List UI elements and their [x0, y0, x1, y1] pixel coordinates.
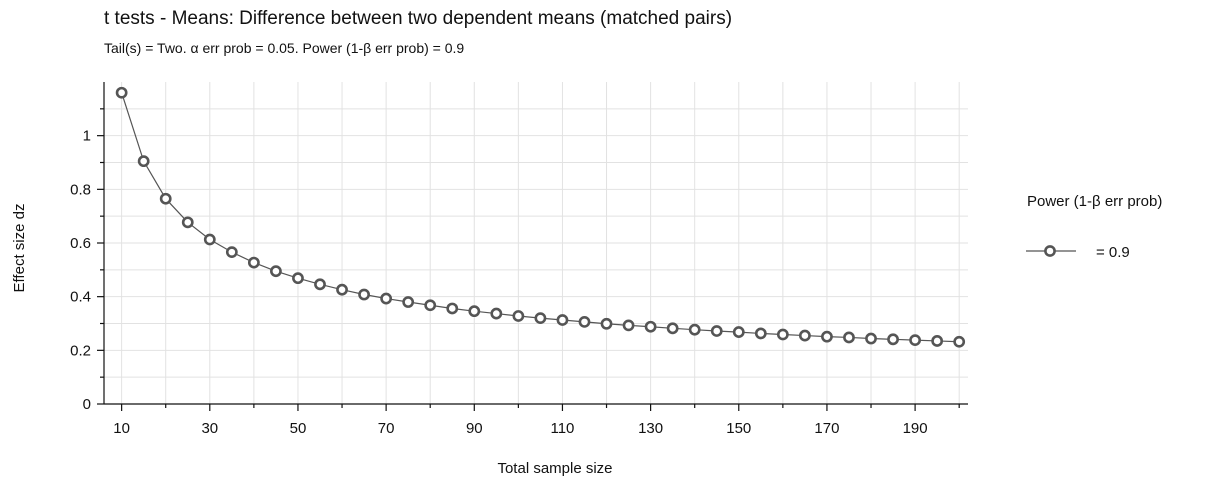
data-point — [424, 299, 437, 312]
y-tick-label: 1 — [83, 128, 91, 145]
chart-title: t tests - Means: Difference between two … — [104, 8, 732, 29]
x-tick-label: 70 — [378, 420, 395, 437]
data-point — [115, 86, 128, 99]
data-point — [953, 335, 966, 348]
y-tick-label: 0.2 — [70, 342, 91, 359]
data-point — [314, 278, 326, 291]
data-point — [578, 315, 591, 328]
data-point — [644, 320, 657, 333]
series-line — [121, 92, 960, 343]
data-point — [710, 325, 723, 337]
data-point — [292, 272, 304, 285]
x-tick-label: 110 — [550, 420, 574, 437]
data-point — [270, 265, 282, 278]
y-tick-label: 0.4 — [70, 289, 91, 306]
y-tick-label: 0 — [83, 396, 91, 413]
x-tick-label: 90 — [466, 420, 483, 437]
y-axis-title: Effect size dz — [11, 204, 28, 293]
data-point — [336, 283, 348, 296]
x-tick-label: 190 — [903, 420, 928, 437]
y-tick-label: 0.6 — [70, 235, 91, 252]
legend: Power (1-β err prob) = 0.9 — [1026, 193, 1162, 261]
legend-label: = 0.9 — [1096, 244, 1130, 261]
data-point — [821, 330, 833, 343]
data-point — [358, 288, 370, 301]
ticks-layer: 10 30 50 70 90 110 130 150 170 190 0 0.2 0.4 0.6 0.8 1 — [70, 108, 960, 437]
data-point — [909, 334, 922, 347]
data-point — [776, 328, 789, 341]
data-point — [688, 323, 701, 336]
data-point — [446, 302, 459, 315]
data-point — [380, 292, 393, 305]
data-point — [622, 319, 635, 332]
data-point — [181, 216, 194, 229]
x-tick-label: 170 — [814, 420, 839, 437]
legend-marker — [1044, 245, 1056, 257]
x-tick-label: 150 — [726, 420, 751, 437]
data-point — [754, 327, 767, 340]
series-layer — [115, 86, 966, 348]
data-point — [732, 326, 745, 338]
data-point — [203, 233, 216, 246]
y-tick-label: 0.8 — [70, 181, 91, 198]
data-point — [159, 192, 172, 205]
x-tick-label: 10 — [113, 420, 130, 437]
x-tick-label: 30 — [201, 420, 218, 437]
data-point — [600, 317, 613, 330]
data-point — [887, 333, 899, 346]
chart-subtitle: Tail(s) = Two. α err prob = 0.05. Power … — [104, 40, 464, 56]
legend-title: Power (1-β err prob) — [1027, 193, 1162, 210]
data-point — [865, 332, 877, 345]
data-point — [225, 246, 238, 259]
data-point — [534, 312, 547, 325]
data-point — [843, 331, 855, 344]
data-point — [402, 296, 415, 308]
data-point — [247, 256, 260, 269]
plot-area: 10 30 50 70 90 110 130 150 170 190 0 0.2 0.4 0.6 0.8 1 — [70, 82, 968, 437]
grid-layer — [104, 82, 968, 404]
data-point — [490, 307, 503, 320]
data-point — [931, 335, 944, 347]
data-point — [556, 314, 569, 326]
data-point — [468, 305, 481, 318]
x-tick-label: 50 — [290, 420, 307, 437]
x-axis-title: Total sample size — [497, 460, 612, 477]
data-point — [137, 155, 150, 168]
data-point — [512, 310, 525, 322]
data-point — [666, 322, 679, 335]
x-tick-label: 130 — [638, 420, 663, 437]
data-point — [798, 329, 811, 342]
